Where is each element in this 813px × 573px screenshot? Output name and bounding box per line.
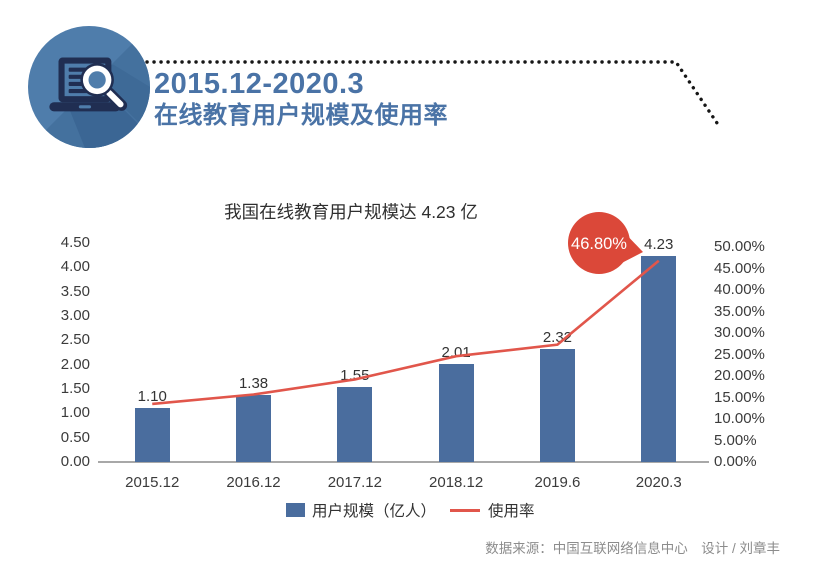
magnifier-glyph	[80, 63, 128, 111]
bar-value-label: 2.32	[542, 329, 573, 347]
user-scale-bar	[337, 386, 373, 462]
right-axis-tick: 5.00%	[714, 431, 757, 449]
right-axis-tick: 35.00%	[714, 302, 765, 320]
user-scale-bar	[539, 349, 575, 462]
chart-title: 我国在线教育用户规模达 4.23 亿	[224, 202, 478, 222]
x-axis-label: 2018.12	[429, 474, 484, 491]
right-axis-tick: 15.00%	[714, 388, 765, 406]
left-axis-tick: 4.50	[60, 233, 90, 251]
x-axis-label: 2019.6	[534, 474, 581, 491]
left-axis-tick: 3.50	[60, 282, 90, 300]
legend-bar-swatch	[286, 503, 305, 517]
poster-title-period: 2015.12-2020.3	[154, 68, 365, 100]
bar-value-label: 1.55	[340, 366, 370, 384]
user-scale-bar	[641, 256, 677, 462]
x-axis-label: 2020.3	[635, 474, 682, 491]
right-axis-tick: 25.00%	[714, 345, 765, 363]
poster-title: 2015.12-2020.3 在线教育用户规模及使用率	[154, 68, 448, 130]
x-axis-line	[98, 461, 709, 463]
x-axis-label: 2015.12	[125, 474, 180, 491]
left-axis-tick: 2.00	[60, 355, 90, 373]
legend-label-users: 用户规模（亿人）	[312, 503, 437, 520]
right-axis-tick: 10.00%	[714, 410, 765, 427]
user-scale-bar	[438, 364, 474, 462]
laptop-search-icon	[28, 26, 150, 148]
right-axis-tick: 40.00%	[714, 281, 765, 298]
left-axis-tick: 2.50	[60, 331, 90, 349]
bar-value-label: 1.10	[137, 388, 167, 406]
bar-value-label: 1.38	[238, 374, 269, 392]
right-axis-tick: 30.00%	[714, 324, 765, 341]
x-axis-label: 2017.12	[327, 474, 382, 491]
right-axis-tick: 45.00%	[714, 259, 765, 277]
bar-value-label: 4.23	[644, 236, 674, 254]
legend-line-swatch	[450, 508, 481, 512]
left-axis-tick: 1.00	[60, 404, 90, 422]
right-axis-tick: 20.00%	[714, 367, 765, 384]
user-scale-bar	[134, 408, 170, 462]
chart-legend: 用户规模（亿人） 使用率	[286, 499, 535, 521]
left-axis-tick: 0.00	[60, 453, 90, 470]
right-axis-tick: 50.00%	[714, 238, 765, 255]
left-axis-tick: 4.00	[60, 258, 90, 276]
poster-title-subject: 在线教育用户规模及使用率	[154, 102, 448, 130]
bar-value-label: 2.01	[441, 344, 471, 362]
user-scale-bar	[236, 394, 272, 462]
right-axis-tick: 0.00%	[714, 453, 757, 470]
left-axis-tick: 1.50	[60, 379, 90, 397]
legend-label-usage-rate: 使用率	[488, 503, 535, 520]
footer-credit: 数据来源：中国互联网络信息中心 设计 / 刘章丰	[485, 541, 780, 556]
left-axis-tick: 0.50	[60, 428, 90, 446]
x-axis-label: 2016.12	[226, 474, 281, 491]
left-axis-tick: 3.00	[60, 306, 90, 324]
